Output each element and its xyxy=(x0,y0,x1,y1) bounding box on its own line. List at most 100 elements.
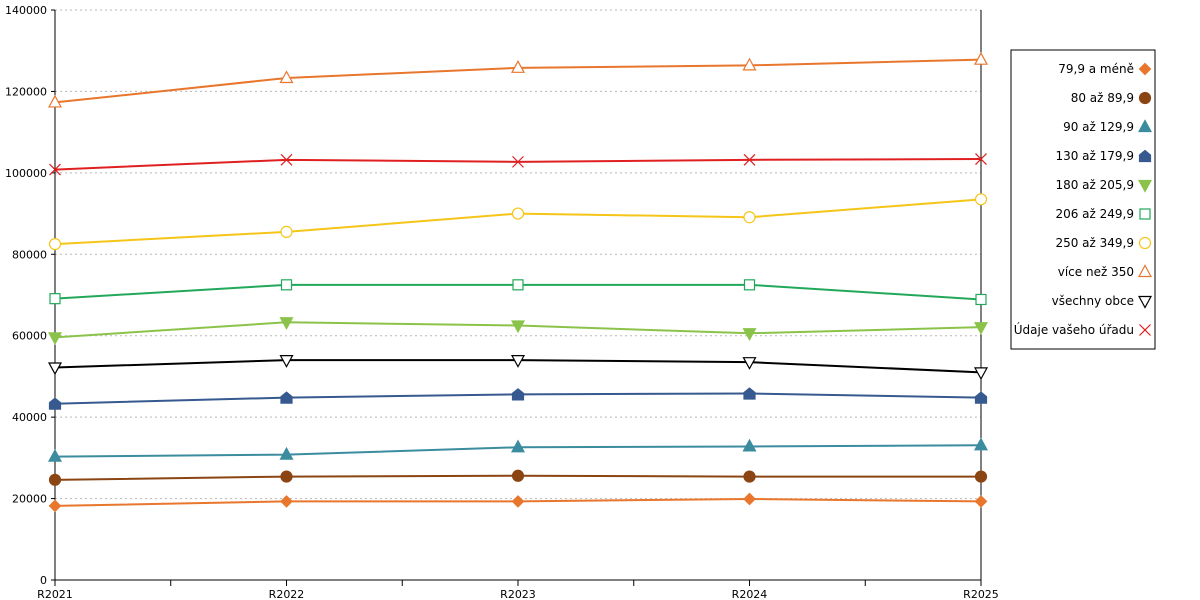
series-group xyxy=(49,279,987,306)
data-point xyxy=(279,355,294,368)
grid-lines xyxy=(55,9,981,500)
y-tick-label: 20000 xyxy=(12,493,47,506)
legend-label: 206 až 249,9 xyxy=(1055,207,1134,221)
x-tick-label: R2025 xyxy=(963,588,999,600)
y-tick-label: 140000 xyxy=(5,4,47,17)
data-point xyxy=(974,495,988,508)
legend-label: 79,9 a méně xyxy=(1058,62,1134,76)
data-point xyxy=(743,492,756,506)
data-point xyxy=(512,155,524,168)
data-point xyxy=(510,355,526,368)
legend-marker xyxy=(1137,295,1153,309)
data-point-stroke xyxy=(512,155,524,168)
data-point xyxy=(48,238,62,251)
x-axis-ticks: R2021 R2022 R2023 R2024 R2025 xyxy=(37,580,999,600)
x-tick-label: R2022 xyxy=(269,588,305,600)
series-line xyxy=(54,198,982,246)
data-point xyxy=(511,388,525,401)
legend-label: Údaje vašeho úřadu xyxy=(1014,322,1134,337)
series-group xyxy=(47,317,989,346)
x-tick-label: R2024 xyxy=(732,588,768,600)
legend-label: více než 350 xyxy=(1058,265,1134,279)
legend-marker xyxy=(1138,91,1152,105)
legend-marker xyxy=(1138,62,1152,76)
data-point xyxy=(48,397,62,410)
series-group xyxy=(48,492,988,513)
data-point xyxy=(47,448,63,462)
data-point xyxy=(742,328,757,342)
data-point xyxy=(49,163,61,176)
legend-marker xyxy=(1138,236,1152,250)
y-tick-label: 60000 xyxy=(12,330,47,343)
data-point xyxy=(47,94,63,108)
y-axis-ticks: 0 20000 40000 60000 80000 100000 120000 140000 xyxy=(5,4,55,587)
legend-label: 90 až 129,9 xyxy=(1063,120,1134,134)
series-group xyxy=(47,355,989,381)
data-point xyxy=(510,439,526,453)
data-point xyxy=(47,332,63,346)
data-point xyxy=(743,387,756,400)
legend-marker xyxy=(1137,179,1153,193)
plot-area xyxy=(47,51,989,513)
data-point xyxy=(974,193,988,206)
legend-marker xyxy=(1137,119,1153,133)
data-point-stroke xyxy=(975,153,987,165)
x-tick-label: R2023 xyxy=(500,588,536,600)
data-point xyxy=(974,391,988,404)
data-point xyxy=(975,153,987,165)
x-tick-label: R2021 xyxy=(37,588,73,600)
data-point xyxy=(742,438,757,452)
data-point xyxy=(511,495,525,508)
data-point xyxy=(743,470,756,483)
y-tick-label: 80000 xyxy=(12,248,47,261)
data-point-stroke xyxy=(743,153,756,166)
data-point xyxy=(974,470,988,483)
data-point xyxy=(49,293,61,305)
data-point xyxy=(280,225,293,238)
legend: 79,9 a méně 80 až 89,9 90 až 129,9 130 až 1… xyxy=(1010,49,1156,350)
data-point xyxy=(512,279,524,291)
data-point xyxy=(48,499,62,513)
data-point xyxy=(47,362,63,376)
data-point xyxy=(743,153,756,166)
data-point xyxy=(511,207,525,220)
data-point xyxy=(973,367,989,381)
data-point xyxy=(511,469,525,482)
series-line xyxy=(54,158,982,171)
legend-label: 130 až 179,9 xyxy=(1055,149,1134,163)
data-point-stroke xyxy=(49,163,61,176)
data-point xyxy=(743,279,756,291)
series-group xyxy=(47,437,989,462)
data-point xyxy=(48,473,62,486)
data-point xyxy=(510,320,526,334)
series-group xyxy=(49,153,987,176)
legend-label: všechny obce xyxy=(1052,294,1134,308)
legend-label: 250 až 349,9 xyxy=(1055,236,1134,250)
legend-label: 180 až 205,9 xyxy=(1055,178,1134,192)
data-point xyxy=(973,437,989,451)
legend-marker-stroke xyxy=(1139,324,1151,336)
data-point xyxy=(510,60,526,73)
data-point xyxy=(743,211,756,224)
data-point xyxy=(280,391,293,404)
data-point xyxy=(280,495,293,508)
legend-marker xyxy=(1138,149,1152,163)
legend-marker xyxy=(1137,264,1153,278)
legend-marker xyxy=(1139,208,1151,220)
data-point xyxy=(975,293,987,306)
data-point xyxy=(280,153,293,166)
legend-marker xyxy=(1139,324,1151,336)
data-point xyxy=(280,470,293,483)
series-group xyxy=(48,387,988,410)
data-point-stroke xyxy=(280,153,293,166)
y-tick-label: 100000 xyxy=(5,167,47,180)
data-point xyxy=(973,322,989,335)
y-tick-label: 40000 xyxy=(12,411,47,424)
legend-box xyxy=(1010,49,1156,350)
data-point xyxy=(279,317,294,331)
series-group xyxy=(47,51,989,108)
data-point xyxy=(279,446,294,460)
axes xyxy=(54,10,982,581)
series-group xyxy=(48,469,988,486)
